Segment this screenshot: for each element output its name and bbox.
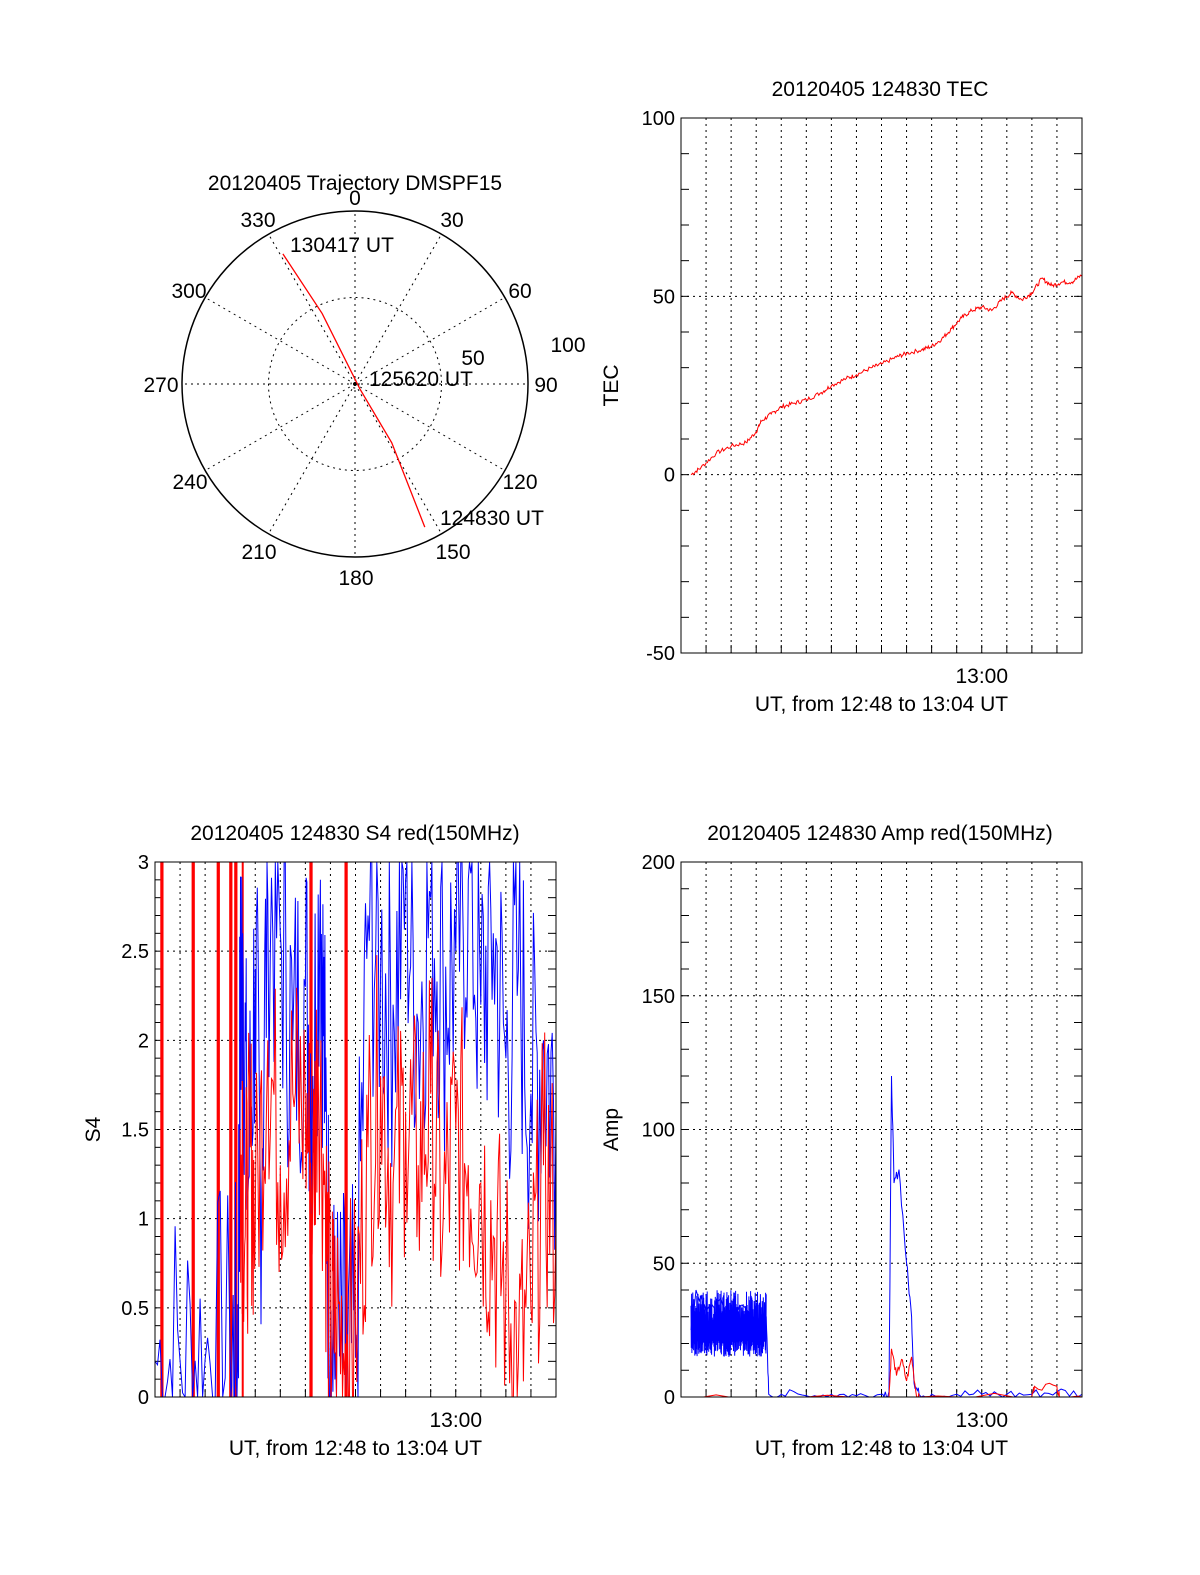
x-axis-label: UT, from 12:48 to 13:04 UT xyxy=(755,1437,1008,1460)
x-tick-label: 13:00 xyxy=(955,1409,1008,1432)
y-axis-label: TEC xyxy=(600,365,623,407)
polar-angle-label: 330 xyxy=(240,209,275,232)
amp-chart-title: 20120405 124830 Amp red(150MHz) xyxy=(707,822,1053,845)
polar-angle-label: 30 xyxy=(440,209,463,232)
amp-dense-band xyxy=(690,1290,767,1357)
polar-angle-label: 60 xyxy=(508,280,531,303)
trajectory-time-annotation: 130417 UT xyxy=(290,234,394,257)
polar-spoke xyxy=(204,297,356,385)
polar-spoke xyxy=(204,383,356,471)
plot-frame xyxy=(680,117,1083,654)
data-series-line xyxy=(691,1348,1082,1397)
data-series-line xyxy=(239,955,556,1397)
series-group xyxy=(690,274,1082,476)
polar-spoke xyxy=(354,383,442,535)
x-axis-label: UT, from 12:48 to 13:04 UT xyxy=(755,693,1008,716)
polar-series xyxy=(282,253,426,528)
y-tick-label: 0 xyxy=(138,1387,149,1409)
polar-spoke xyxy=(354,297,506,385)
x-tick-label: 13:00 xyxy=(429,1409,482,1432)
series-group xyxy=(690,1075,1082,1397)
polar-angle-label: 240 xyxy=(172,471,207,494)
s4-plot-area: 0 0.5 1 1.5 2 2.5 3 13:00 UT, from 12:48 to 13:0… xyxy=(82,852,557,1460)
polar-angle-label: 270 xyxy=(143,374,178,397)
trajectory-time-annotation: 125620 UT xyxy=(369,368,473,391)
polar-spoke xyxy=(354,383,506,471)
y-tick-label: 0.5 xyxy=(121,1298,149,1320)
plot-frame xyxy=(680,861,1083,1398)
y-tick-label: 1.5 xyxy=(121,1120,149,1142)
y-axis-label: Amp xyxy=(600,1108,623,1151)
polar-chart-title: 20120405 Trajectory DMSPF15 xyxy=(208,172,502,195)
trajectory-line xyxy=(282,253,426,528)
polar-angle-label: 180 xyxy=(338,567,373,590)
amp-plot-area: 0 50 100 150 200 13:00 UT, from 12:48 to 13:04… xyxy=(600,852,1083,1460)
y-tick-label: 200 xyxy=(642,852,675,874)
tec-chart: 20120405 124830 TEC -50 0 50 100 13:00 UT, fr… xyxy=(600,78,1083,716)
y-tick-label: 100 xyxy=(642,108,675,130)
polar-radial-label: 100 xyxy=(550,334,585,357)
y-tick-label: 0 xyxy=(664,465,675,487)
polar-angle-label: 150 xyxy=(435,541,470,564)
polar-radial-label: 50 xyxy=(461,347,484,370)
tec-plot-area: -50 0 50 100 13:00 UT, from 12:48 to 13:04 UT… xyxy=(600,108,1083,716)
y-tick-label: 0 xyxy=(664,1387,675,1409)
polar-angle-label: 210 xyxy=(241,541,276,564)
amp-chart: 20120405 124830 Amp red(150MHz) 0 50 100 15… xyxy=(600,822,1083,1460)
polar-outer-ring xyxy=(181,210,529,558)
y-tick-label: 1 xyxy=(138,1209,149,1231)
x-tick-label: 13:00 xyxy=(955,665,1008,688)
polar-angle-label: 90 xyxy=(534,374,557,397)
polar-spoke xyxy=(268,233,356,385)
polar-ring-50 xyxy=(268,297,442,471)
y-tick-label: 50 xyxy=(653,286,675,308)
y-tick-label: 2 xyxy=(138,1030,149,1052)
polar-angle-label: 300 xyxy=(171,280,206,303)
tec-chart-title: 20120405 124830 TEC xyxy=(772,78,989,101)
polar-angle-label: 0 xyxy=(349,187,361,210)
series-group xyxy=(155,862,556,1397)
polar-spoke xyxy=(268,383,356,535)
y-tick-label: 50 xyxy=(653,1253,675,1275)
polar-labels: 0 30 60 90 120 150 180 210 240 270 300 330 50 100 1304… xyxy=(143,187,585,590)
plot-frame xyxy=(154,861,557,1398)
trajectory-polar-chart: 20120405 Trajectory DMSPF15 0 30 60 90 120 15… xyxy=(143,172,585,590)
polar-angle-label: 120 xyxy=(502,471,537,494)
trajectory-time-annotation: 124830 UT xyxy=(440,507,544,530)
y-tick-label: 3 xyxy=(138,852,149,874)
y-tick-label: 150 xyxy=(642,986,675,1008)
x-axis-label: UT, from 12:48 to 13:04 UT xyxy=(229,1437,482,1460)
polar-spoke xyxy=(354,233,442,385)
data-series-line xyxy=(690,274,1082,476)
y-tick-label: -50 xyxy=(646,643,675,665)
s4-chart-title: 20120405 124830 S4 red(150MHz) xyxy=(190,822,519,845)
y-tick-label: 2.5 xyxy=(121,941,149,963)
s4-chart: 20120405 124830 S4 red(150MHz) 0 0.5 1 1.5 2… xyxy=(82,822,557,1460)
polar-grid xyxy=(181,210,529,558)
y-tick-label: 100 xyxy=(642,1120,675,1142)
y-axis-label: S4 xyxy=(82,1116,105,1142)
